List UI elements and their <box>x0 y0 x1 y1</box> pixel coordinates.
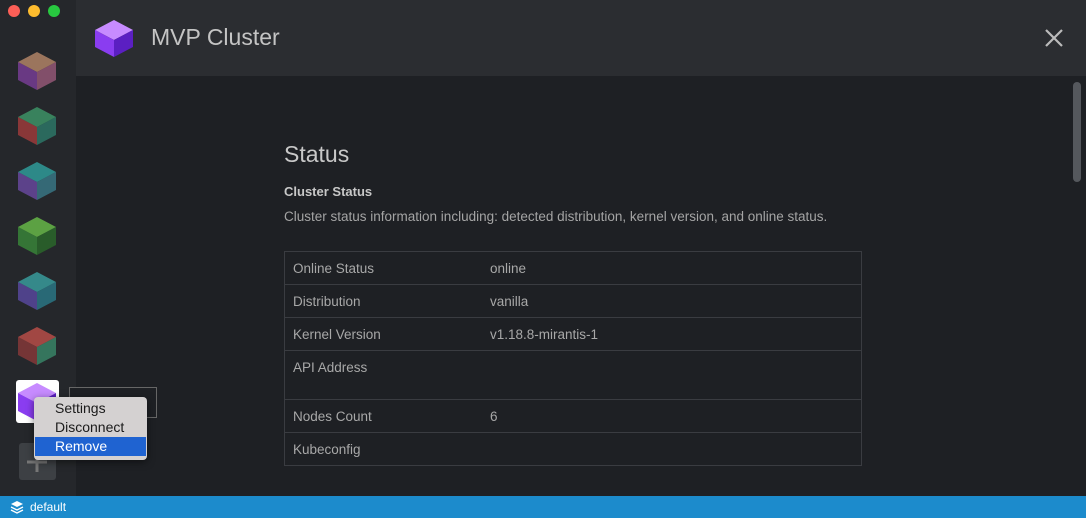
row-value: v1.18.8-mirantis-1 <box>490 327 599 342</box>
content <box>76 76 1086 496</box>
table-row: Kernel Version v1.18.8-mirantis-1 <box>285 318 861 351</box>
section-description: Cluster status information including: de… <box>284 209 828 224</box>
cube-face <box>37 337 56 365</box>
menu-item[interactable]: Disconnect <box>55 419 125 435</box>
cube-face <box>37 62 56 90</box>
section-subtitle: Cluster Status <box>284 184 373 199</box>
row-label: API Address <box>293 360 368 375</box>
row-label: Kubeconfig <box>293 442 361 457</box>
zoom-light[interactable] <box>48 5 60 17</box>
cluster-icon[interactable] <box>18 327 56 365</box>
row-value: 6 <box>490 409 498 424</box>
row-value: vanilla <box>490 294 529 309</box>
cube-face <box>18 117 37 145</box>
cube-face <box>18 337 37 365</box>
cluster-icon[interactable] <box>18 107 56 145</box>
menu-item[interactable]: Remove <box>35 437 146 456</box>
row-label: Online Status <box>293 261 375 276</box>
cube-face <box>37 227 56 255</box>
row-label: Kernel Version <box>293 327 381 342</box>
header <box>76 0 1086 76</box>
row-value: online <box>490 261 527 276</box>
cluster-icon[interactable] <box>18 52 56 90</box>
status-bar: default <box>0 496 1086 518</box>
workspace-icon <box>10 501 24 514</box>
minimize-light[interactable] <box>28 5 40 17</box>
table-row: Distribution vanilla <box>285 285 861 318</box>
cube-face <box>18 282 37 310</box>
table-row: Kubeconfig <box>285 433 861 466</box>
cluster-icon[interactable] <box>18 217 56 255</box>
cube-face <box>37 172 56 200</box>
header-cube <box>95 20 133 57</box>
status-table: Online Status online Distribution vanilla Ke… <box>284 251 862 466</box>
cube-face <box>37 282 56 310</box>
menu-item[interactable]: Settings <box>55 400 106 416</box>
workspace-name[interactable]: default <box>30 500 67 514</box>
close-button[interactable] <box>1045 29 1063 47</box>
cube-face <box>18 62 37 90</box>
context-menu: Settings Disconnect Remove <box>34 397 147 460</box>
cube-face <box>37 117 56 145</box>
table-row: Nodes Count 6 <box>285 400 861 433</box>
table-row: API Address <box>285 351 861 400</box>
cube-face <box>18 227 37 255</box>
row-label: Distribution <box>293 294 361 309</box>
cluster-icon[interactable] <box>18 162 56 200</box>
table-row: Online Status online <box>285 252 861 285</box>
cube-face <box>18 393 37 421</box>
scrollbar[interactable] <box>1073 82 1081 182</box>
row-label: Nodes Count <box>293 409 372 424</box>
cluster-icon[interactable] <box>18 272 56 310</box>
cluster-title: MVP Cluster <box>151 24 280 50</box>
cube-face <box>18 172 37 200</box>
section-title: Status <box>284 141 350 167</box>
close-light[interactable] <box>8 5 20 17</box>
